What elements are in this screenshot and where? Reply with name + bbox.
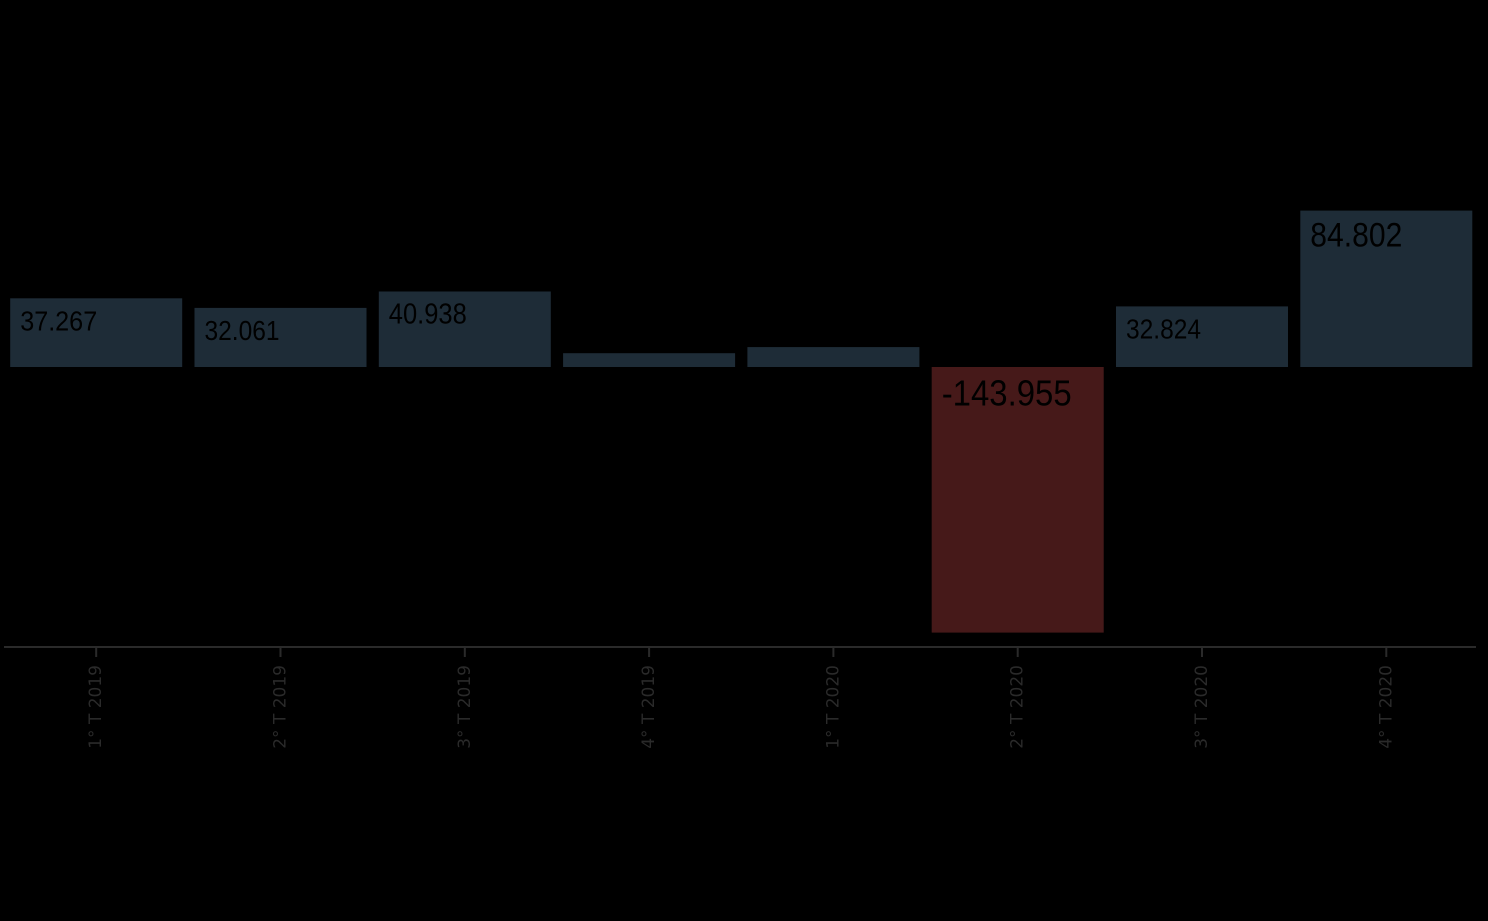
data-label-6: -143.955	[942, 372, 1072, 413]
bar-5	[747, 347, 920, 367]
data-label-8: 84.802	[1310, 217, 1402, 255]
bar-3	[378, 291, 551, 367]
x-tick-label-1: 1° T 2019	[86, 665, 106, 749]
data-label-2: 32.061	[205, 315, 280, 346]
x-tick-label-4: 4° T 2019	[639, 665, 659, 749]
x-tick-label-3: 3° T 2019	[455, 665, 475, 749]
x-tick-label-8: 4° T 2020	[1376, 665, 1396, 749]
bar-4	[563, 353, 736, 367]
x-tick-label-2: 2° T 2019	[271, 665, 291, 749]
x-axis-ticks: 1° T 2019 2° T 2019 3° T 2019 4° T 2019 1° T…	[86, 647, 1396, 749]
bar-2	[194, 307, 367, 367]
data-label-3: 40.938	[389, 299, 467, 331]
bar-7	[1116, 306, 1288, 367]
bar-6	[931, 367, 1104, 633]
x-tick-label-7: 3° T 2020	[1192, 665, 1212, 749]
bar-8	[1300, 210, 1473, 367]
x-tick-label-6: 2° T 2020	[1008, 665, 1028, 749]
x-tick-label-5: 1° T 2020	[823, 665, 843, 749]
bars-layer	[10, 210, 1473, 633]
data-label-1: 37.267	[20, 305, 97, 336]
data-labels-layer: 37.267 32.061 40.938 -143.955 32.824 84.802	[20, 217, 1402, 414]
data-label-7: 32.824	[1126, 313, 1201, 344]
bar-1	[10, 298, 183, 367]
